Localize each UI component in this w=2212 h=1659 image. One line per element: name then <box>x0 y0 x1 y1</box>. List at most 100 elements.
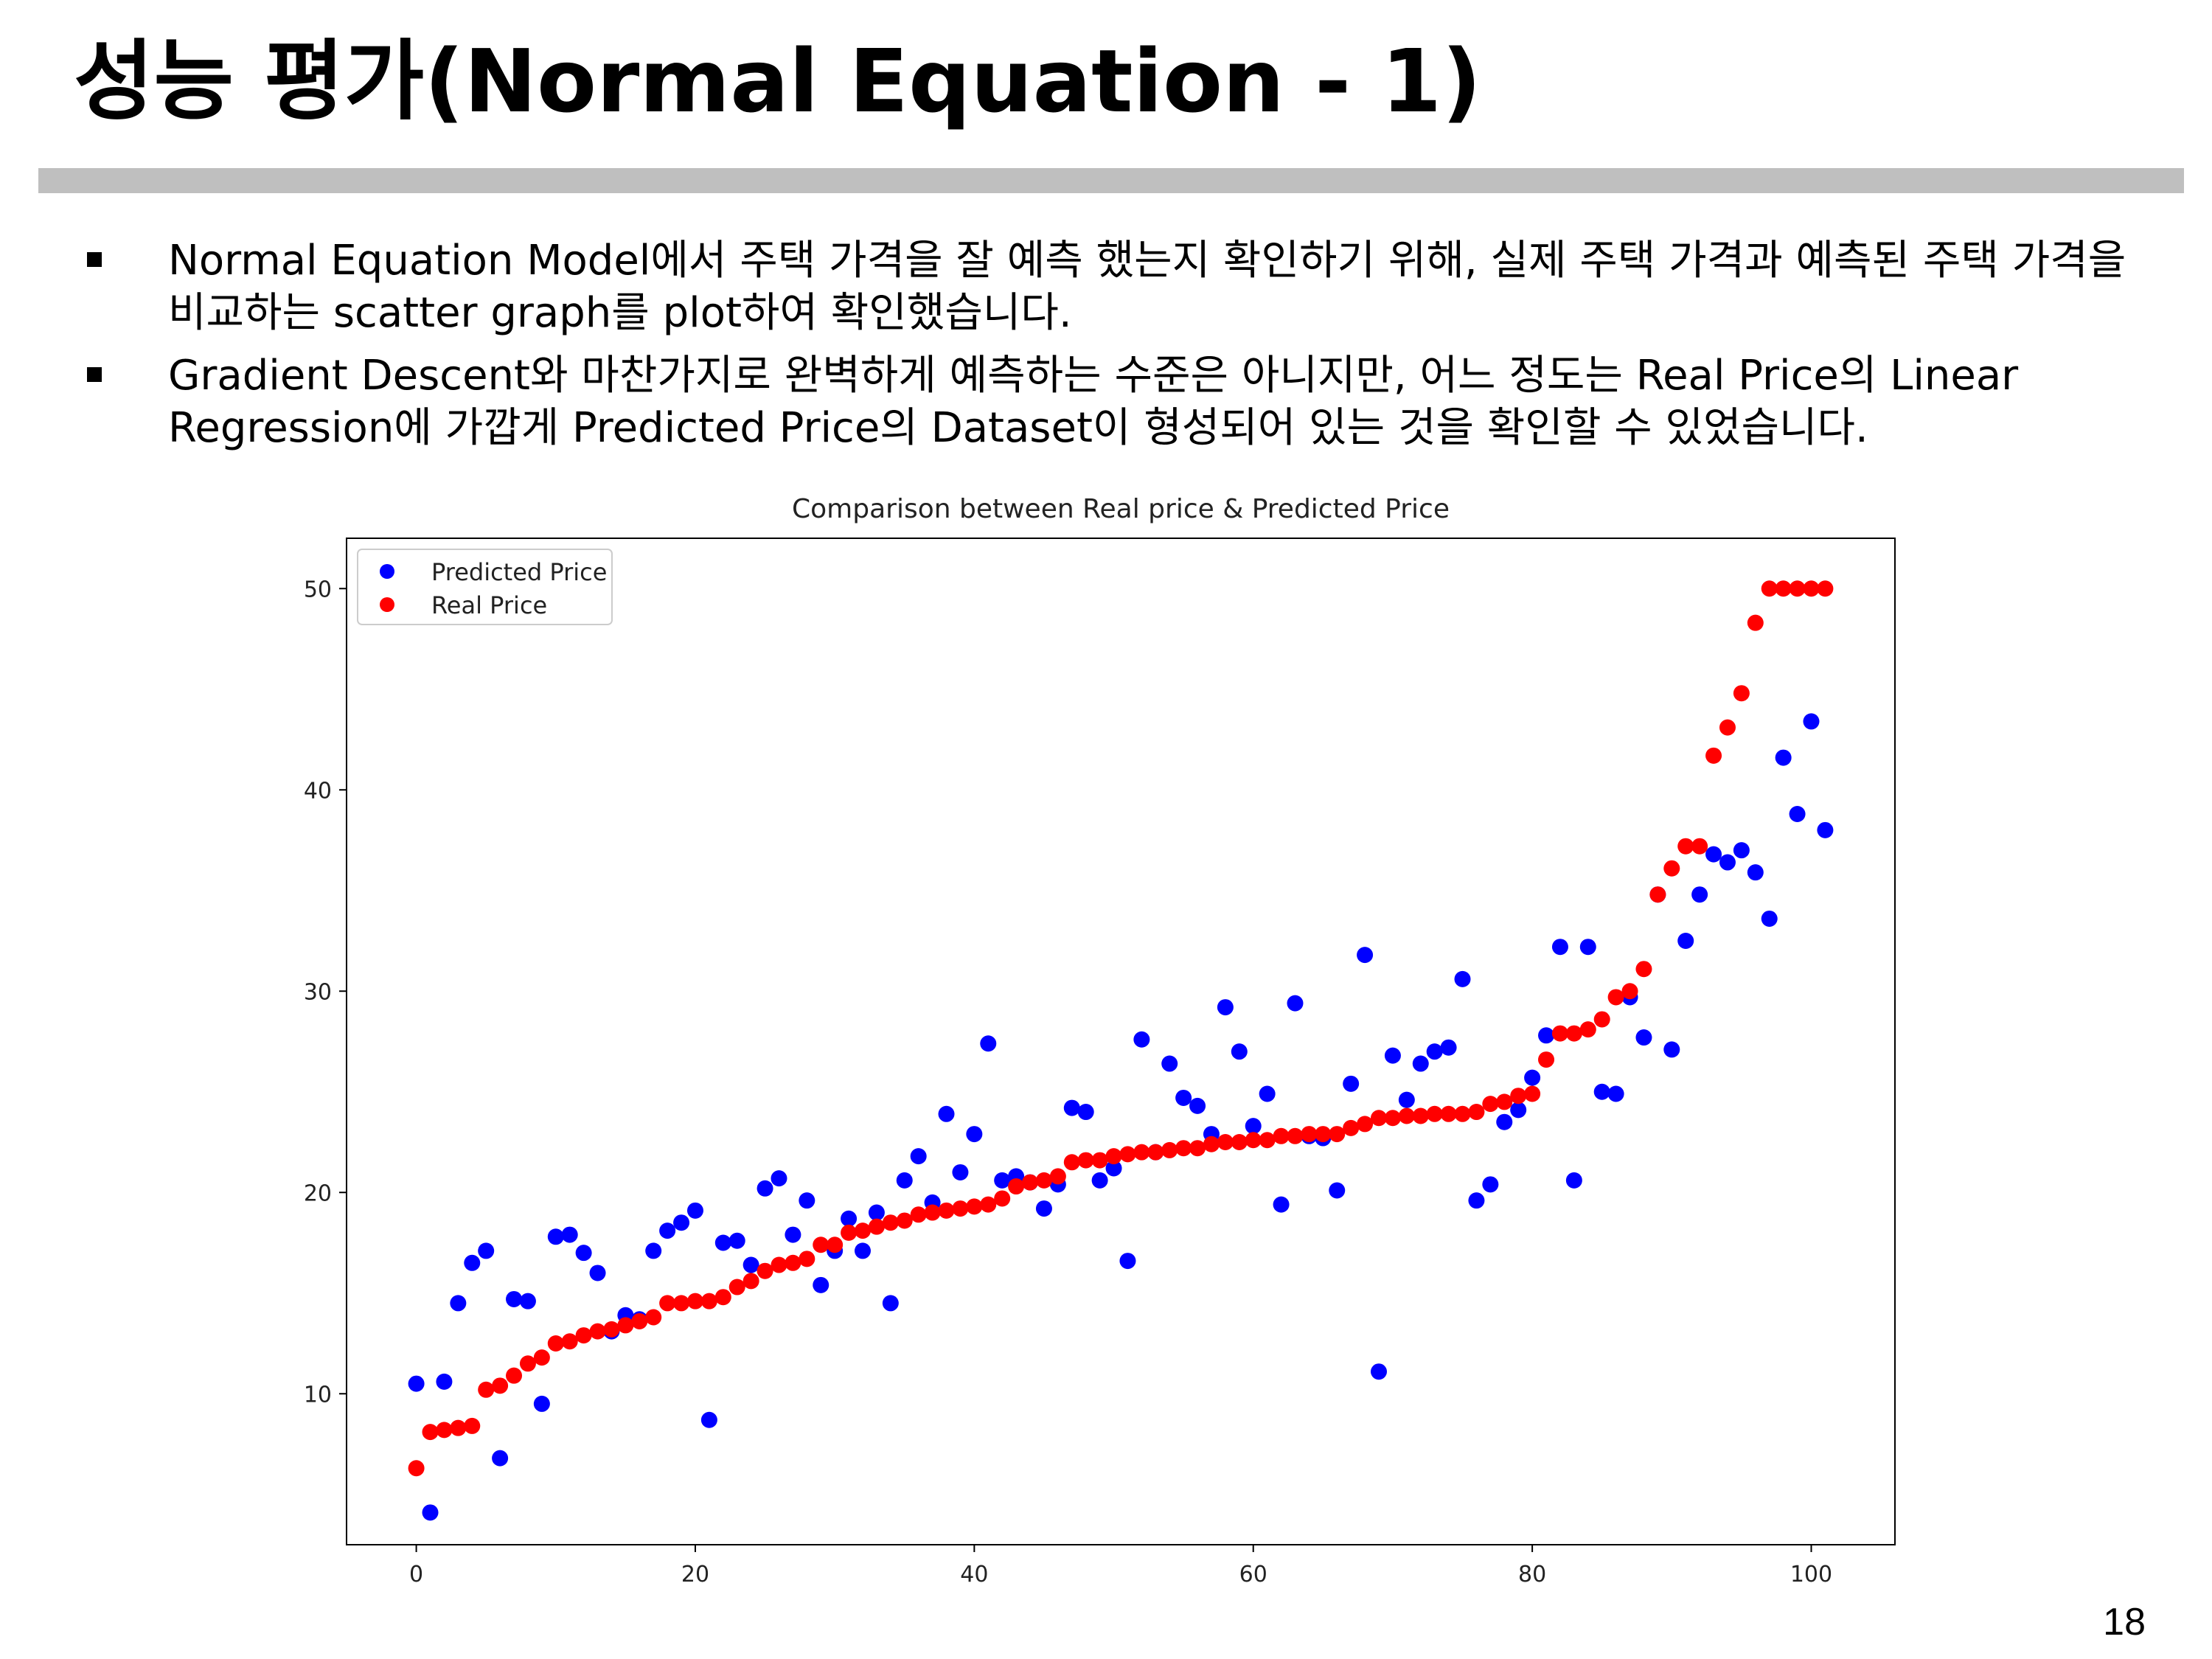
y-tick-label: 30 <box>304 979 332 1005</box>
real-price-point <box>980 1196 997 1213</box>
data-points <box>408 580 1834 1521</box>
square-bullet-icon <box>87 367 102 382</box>
real-price-point <box>422 1424 439 1441</box>
real-price-point <box>1691 838 1708 855</box>
real-price-point <box>1371 1110 1387 1127</box>
predicted-price-point <box>1747 864 1764 881</box>
real-price-point <box>1440 1105 1457 1122</box>
real-price-point <box>533 1349 550 1366</box>
real-price-point <box>1761 580 1778 597</box>
real-price-point <box>519 1355 536 1372</box>
predicted-price-point <box>1426 1043 1443 1060</box>
predicted-price-point <box>673 1214 690 1231</box>
real-price-point <box>673 1295 690 1312</box>
real-price-point <box>1203 1135 1220 1152</box>
predicted-price-point <box>1635 1029 1652 1046</box>
real-price-point <box>728 1279 745 1295</box>
predicted-price-point <box>408 1375 425 1392</box>
predicted-price-point <box>1259 1085 1276 1102</box>
predicted-price-point <box>1371 1363 1387 1380</box>
y-axis: 10 20 30 40 50 <box>304 577 347 1408</box>
predicted-price-point <box>1761 910 1778 927</box>
predicted-price-point <box>1593 1083 1610 1100</box>
predicted-price-point <box>1063 1099 1080 1116</box>
predicted-price-point <box>1789 806 1806 823</box>
real-price-point <box>478 1381 495 1398</box>
real-price-point <box>1343 1119 1360 1136</box>
predicted-price-point <box>938 1105 955 1122</box>
square-bullet-icon <box>87 252 102 267</box>
real-price-point <box>924 1204 941 1221</box>
real-price-point <box>1133 1144 1150 1161</box>
real-price-point <box>686 1293 703 1310</box>
predicted-price-point <box>1175 1089 1192 1106</box>
chart-svg: Comparison between Real price & Predicte… <box>304 494 1896 1587</box>
predicted-price-point <box>1440 1039 1457 1056</box>
predicted-price-point <box>1468 1192 1485 1209</box>
real-price-point <box>1398 1107 1415 1124</box>
x-tick-label: 20 <box>681 1562 709 1587</box>
real-price-point <box>561 1333 578 1350</box>
real-price-point <box>631 1312 648 1329</box>
real-price-point <box>966 1198 983 1215</box>
real-price-point <box>700 1293 717 1310</box>
predicted-price-point <box>813 1276 830 1293</box>
real-price-point <box>659 1295 676 1312</box>
predicted-price-point <box>547 1228 564 1245</box>
real-price-point <box>1482 1096 1499 1113</box>
real-price-point <box>1719 719 1736 736</box>
real-price-point <box>938 1202 955 1219</box>
predicted-price-point <box>1384 1047 1401 1064</box>
real-price-point <box>1551 1025 1568 1042</box>
real-price-point <box>1245 1132 1262 1149</box>
predicted-price-point <box>645 1242 662 1259</box>
bullet-text: Normal Equation Model에서 주택 가격을 잘 예측 했는지 … <box>168 237 2126 337</box>
real-price-point <box>1593 1011 1610 1028</box>
predicted-price-point <box>1719 854 1736 871</box>
bullet-item: Normal Equation Model에서 주택 가격을 잘 예측 했는지 … <box>87 234 2152 339</box>
predicted-price-point <box>659 1222 676 1239</box>
real-price-point <box>1803 580 1820 597</box>
predicted-price-point <box>1677 933 1694 949</box>
predicted-price-point <box>1733 842 1750 859</box>
predicted-price-point <box>882 1295 899 1312</box>
predicted-price-point <box>1343 1075 1360 1092</box>
real-price-point <box>799 1251 815 1267</box>
predicted-price-point <box>1091 1172 1108 1189</box>
real-price-point <box>1287 1127 1304 1144</box>
predicted-price-point <box>1217 999 1234 1016</box>
predicted-price-point <box>1398 1091 1415 1108</box>
predicted-price-point <box>1189 1097 1206 1114</box>
real-price-point <box>1161 1141 1178 1158</box>
predicted-price-point <box>841 1210 858 1227</box>
legend-marker-real <box>380 597 394 612</box>
bullet-list: Normal Equation Model에서 주택 가격을 잘 예측 했는지 … <box>87 234 2152 465</box>
predicted-price-point <box>1412 1055 1429 1072</box>
predicted-price-point <box>910 1148 927 1165</box>
predicted-price-point <box>1133 1031 1150 1048</box>
real-price-point <box>1119 1146 1136 1163</box>
predicted-price-point <box>728 1232 745 1249</box>
real-price-point <box>1677 838 1694 855</box>
real-price-point <box>589 1323 606 1340</box>
legend-marker-predicted <box>380 564 394 579</box>
real-price-point <box>785 1254 801 1271</box>
real-price-point <box>952 1200 969 1217</box>
real-price-point <box>1022 1174 1039 1191</box>
real-price-point <box>1454 1105 1471 1122</box>
legend: Predicted Price Real Price <box>357 549 613 625</box>
predicted-price-point <box>785 1226 801 1243</box>
predicted-price-point <box>1538 1027 1555 1044</box>
predicted-price-point <box>561 1226 578 1243</box>
predicted-price-point <box>1119 1253 1136 1270</box>
predicted-price-point <box>1775 749 1792 766</box>
y-tick-label: 50 <box>304 577 332 602</box>
predicted-price-point <box>575 1245 592 1262</box>
real-price-point <box>742 1273 759 1290</box>
x-tick-label: 80 <box>1518 1562 1546 1587</box>
real-price-point <box>910 1206 927 1223</box>
predicted-price-point <box>1161 1055 1178 1072</box>
real-price-point <box>714 1289 731 1306</box>
real-price-point <box>1077 1152 1094 1169</box>
real-price-point <box>1510 1088 1527 1105</box>
